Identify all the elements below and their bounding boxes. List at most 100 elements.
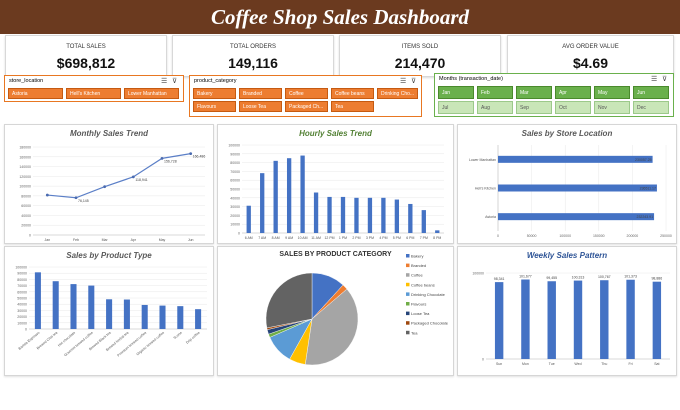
- bar: [106, 299, 113, 329]
- x-tick-label: Sat: [654, 362, 659, 366]
- data-point: [45, 193, 49, 197]
- slicer-title: product_category: [194, 78, 237, 84]
- x-tick-label: 8 PM: [433, 236, 441, 240]
- bar: [600, 280, 609, 359]
- slicer-item-dec[interactable]: Dec: [633, 101, 669, 114]
- product-type-chart: Sales by Product Type 0 10000 20000 30000 40…: [4, 246, 214, 376]
- slicer-item-coffee-beans[interactable]: Coffee beans: [331, 88, 374, 99]
- legend-swatch: [406, 282, 410, 287]
- y-tick-label: 90000: [17, 272, 27, 276]
- y-tick-label: 120000: [19, 175, 31, 179]
- clear-filter-icon[interactable]: ⊽: [172, 78, 178, 85]
- store-location-chart: Sales by Store Location 0 50000 100000 1500…: [457, 124, 677, 244]
- chart-title: Sales by Store Location: [521, 129, 613, 138]
- slicer-item-tea[interactable]: Tea: [331, 101, 374, 112]
- multi-select-icon[interactable]: ☰: [161, 78, 168, 85]
- kpi-total-sales: TOTAL SALES $698,812: [5, 35, 167, 77]
- data-point: [160, 156, 164, 160]
- legend-entry: Tea: [411, 330, 418, 335]
- legend-entry: Branded: [411, 263, 426, 268]
- bar: [626, 279, 635, 359]
- clear-filter-icon[interactable]: ⊽: [411, 78, 417, 85]
- data-label: 232243.91: [637, 215, 654, 219]
- x-tick-label: 12 PM: [324, 236, 334, 240]
- slicer-item-drinking-chocolate[interactable]: Drinking Cho...: [377, 88, 418, 99]
- chart-title: Monthly Sales Trend: [69, 129, 149, 138]
- y-tick-label: 100000: [472, 272, 484, 276]
- slicer-title: store_location: [9, 78, 44, 84]
- legend-swatch: [406, 273, 410, 277]
- slicer-item-mar[interactable]: Mar: [516, 86, 552, 99]
- clear-filter-icon[interactable]: ⊽: [662, 76, 668, 83]
- bar: [260, 173, 265, 233]
- slicer-item-packaged-chocolate[interactable]: Packaged Ch...: [285, 101, 328, 112]
- bar: [159, 305, 166, 329]
- slicer-item-aug[interactable]: Aug: [477, 101, 513, 114]
- bar: [286, 158, 292, 233]
- legend-entry: Coffee beans: [411, 282, 435, 287]
- chart-title: Weekly Sales Pattern: [526, 251, 608, 260]
- pie-slice: [265, 272, 313, 329]
- monthly-sales-chart: Monthly Sales Trend 0 20000 40000 60000 8000…: [4, 124, 214, 244]
- bar: [498, 213, 655, 221]
- y-tick-label: 70000: [17, 284, 27, 288]
- y-tick-label: 50000: [17, 297, 27, 301]
- x-tick-label: 6 PM: [406, 236, 414, 240]
- slicer-item-astoria[interactable]: Astoria: [8, 88, 63, 99]
- y-tick-label: Astoria: [485, 215, 496, 219]
- slicer-item-loose-tea[interactable]: Loose Tea: [239, 101, 282, 112]
- x-tick-label: 200000: [627, 234, 639, 238]
- slicer-item-nov[interactable]: Nov: [594, 101, 630, 114]
- kpi-label: TOTAL SALES: [66, 44, 106, 50]
- legend-swatch: [406, 254, 410, 258]
- slicer-item-coffee[interactable]: Coffee: [285, 88, 328, 99]
- store-location-slicer: store_location ☰ ⊽ Astoria Hell's Kitche…: [4, 75, 184, 102]
- x-tick-label: Wed: [574, 362, 581, 366]
- kpi-label: TOTAL ORDERS: [230, 44, 276, 50]
- slicer-item-oct[interactable]: Oct: [555, 101, 591, 114]
- bar: [354, 197, 359, 233]
- x-tick-label: Mon: [522, 362, 529, 366]
- legend-swatch: [406, 311, 410, 316]
- legend-entry: Flavours: [411, 302, 426, 307]
- x-tick-label: 6 AM: [245, 236, 253, 240]
- bar: [327, 196, 332, 233]
- product-category-chart: SALES BY PRODUCT CATEGORY Bakery Branded C…: [217, 246, 454, 376]
- slicer-item-sep[interactable]: Sep: [516, 101, 552, 114]
- slicer-item-may[interactable]: May: [594, 86, 630, 99]
- slicer-item-jul[interactable]: Jul: [438, 101, 474, 114]
- data-label: 101,373: [624, 275, 637, 279]
- x-tick-label: 8 AM: [272, 236, 280, 240]
- x-tick-label: 5 PM: [393, 236, 401, 240]
- slicer-item-bakery[interactable]: Bakery: [193, 88, 236, 99]
- slicer-item-lower-manhattan[interactable]: Lower Manhattan: [124, 88, 179, 99]
- x-tick-label: 150000: [593, 234, 605, 238]
- y-tick-label: 80000: [21, 194, 31, 198]
- legend-swatch: [406, 302, 410, 306]
- y-tick-label: 0: [238, 232, 240, 236]
- bar: [273, 160, 278, 233]
- x-tick-label: Scone: [173, 331, 183, 340]
- slicer-item-jan[interactable]: Jan: [438, 86, 474, 99]
- x-tick-label: Fri: [629, 362, 633, 366]
- multi-select-icon[interactable]: ☰: [651, 76, 658, 83]
- hourly-sales-chart: Hourly Sales Trend 0 10000 20000 30000 40000…: [217, 124, 454, 244]
- legend-entry: Loose Tea: [411, 311, 430, 316]
- slicer-item-jun[interactable]: Jun: [633, 86, 669, 99]
- y-tick-label: 140000: [19, 165, 31, 169]
- bar: [177, 306, 184, 329]
- slicer-item-flavours[interactable]: Flavours: [193, 101, 236, 112]
- y-tick-label: 100000: [19, 185, 31, 189]
- legend-entry: Drinking Chocolate: [411, 292, 446, 297]
- y-tick-label: Lower Manhattan: [469, 158, 496, 162]
- monthly-sales-plot: 0 20000 40000 60000 80000 100000 120000 140000 1…: [19, 146, 205, 243]
- y-tick-label: 50000: [230, 188, 240, 192]
- y-tick-label: 40000: [230, 196, 240, 200]
- data-label: 100,313: [572, 276, 585, 280]
- x-tick-label: Feb: [73, 238, 79, 242]
- slicer-item-branded[interactable]: Branded: [239, 88, 282, 99]
- slicer-item-hells-kitchen[interactable]: Hell's Kitchen: [66, 88, 121, 99]
- slicer-item-apr[interactable]: Apr: [555, 86, 591, 99]
- slicer-item-feb[interactable]: Feb: [477, 86, 513, 99]
- multi-select-icon[interactable]: ☰: [400, 78, 407, 85]
